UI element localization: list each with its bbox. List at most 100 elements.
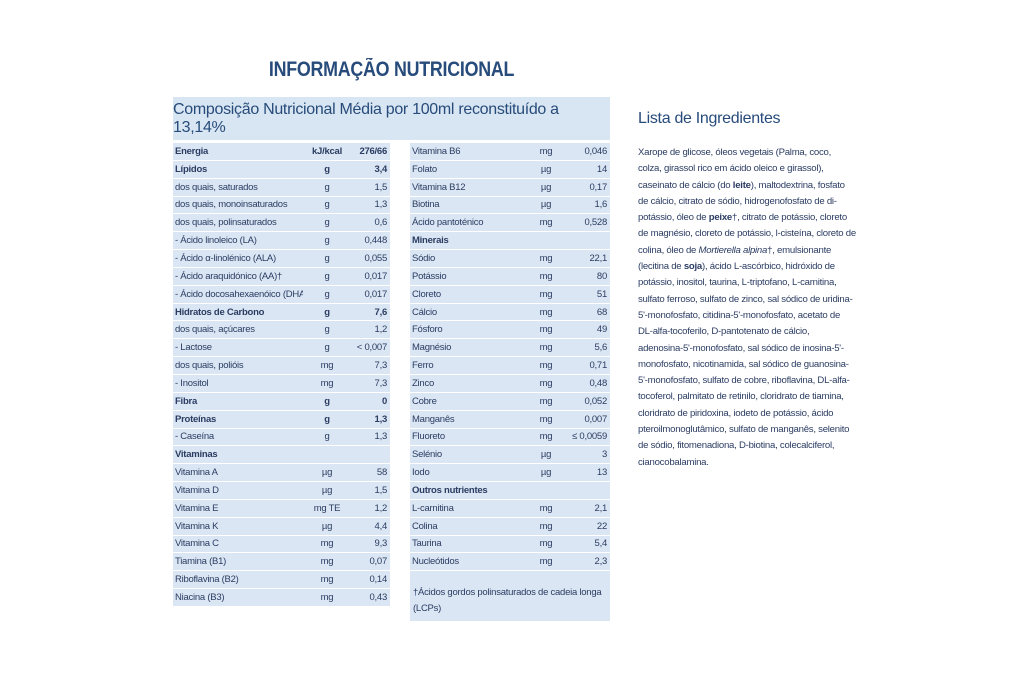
- unit: mg: [320, 538, 334, 550]
- value: 0,046: [584, 145, 607, 157]
- nutrient-name: Nucleótidos: [412, 556, 459, 568]
- table-row: Ácido pantoténico mg 0,528: [410, 214, 610, 233]
- table-row: - Ácido araquidónico (AA)† g 0,017: [173, 267, 390, 286]
- nutrient-name: Hidratos de Carbono: [175, 306, 265, 318]
- value: 0: [381, 395, 387, 407]
- nutrient-name: Taurina: [412, 538, 442, 550]
- value: 2,3: [594, 556, 608, 568]
- table-row: Energia kJ/kcal 276/66: [173, 143, 390, 161]
- value: 68: [596, 306, 607, 318]
- table-row: Proteínas g 1,3: [173, 410, 390, 429]
- nutrient-name: - Ácido α-linolénico (ALA): [175, 252, 276, 264]
- nutrient-name: Vitamina D: [175, 484, 219, 496]
- table-row: - Ácido linoleico (LA) g 0,448: [173, 232, 390, 251]
- unit: mg: [539, 145, 553, 157]
- table-row: Biotina µg 1,6: [410, 196, 610, 215]
- subtitle: Composição Nutricional Média por 100ml r…: [173, 97, 610, 140]
- unit: mg: [539, 288, 553, 300]
- table-row: Minerais: [410, 232, 610, 251]
- nutrient-name: dos quais, monoinsaturados: [175, 199, 288, 211]
- nutrient-name: Lípidos: [175, 163, 208, 175]
- table-row: Magnésio mg 5,6: [410, 339, 610, 358]
- table-row: dos quais, polióis mg 7,3: [173, 357, 390, 375]
- value: ≤ 0,0059: [572, 431, 607, 443]
- unit: mg: [539, 520, 553, 532]
- nutrient-name: Energia: [175, 145, 209, 157]
- value: 0,052: [584, 395, 607, 407]
- value: 22,1: [589, 252, 608, 264]
- nutrient-name: Tiamina (B1): [175, 556, 227, 568]
- unit: mg: [539, 270, 553, 282]
- nutrient-name: Magnésio: [412, 342, 452, 354]
- nutrient-name: dos quais, açúcares: [175, 324, 255, 336]
- nutrient-name: Cálcio: [412, 306, 437, 318]
- nutrient-name: Ferro: [412, 360, 434, 372]
- unit: g: [324, 306, 330, 318]
- unit: mg: [320, 592, 334, 604]
- nutrient-name: dos quais, polióis: [175, 360, 244, 372]
- unit: mg: [539, 502, 553, 514]
- nutrient-name: Vitamina A: [175, 467, 218, 479]
- unit: mg: [539, 324, 553, 336]
- nutrient-name: Vitamina B12: [412, 181, 466, 193]
- value: 5,4: [594, 538, 608, 550]
- nutrient-name: Colina: [412, 520, 438, 532]
- value: 1,3: [374, 199, 388, 211]
- ingredients-text: Xarope de glicose, óleos vegetais (Palma…: [638, 145, 856, 471]
- nutrient-name: - Ácido araquidónico (AA)†: [175, 270, 283, 282]
- table-row: Colina mg 22: [410, 517, 610, 536]
- unit: mg: [539, 252, 553, 264]
- table-row: Selénio µg 3: [410, 446, 610, 465]
- value: 80: [596, 270, 607, 282]
- table-row: Sódio mg 22,1: [410, 250, 610, 268]
- value: 0,017: [364, 270, 387, 282]
- species: Mortierella alpina: [698, 244, 768, 256]
- nutrient-name: Folato: [412, 163, 437, 175]
- value: 1,3: [374, 431, 388, 443]
- nutrient-name: Vitamina B6: [412, 145, 461, 157]
- unit: g: [324, 270, 330, 282]
- unit: g: [324, 163, 330, 175]
- table-row: dos quais, açúcares g 1,2: [173, 321, 390, 340]
- value: 0,07: [369, 556, 388, 568]
- nutrient-name: Fibra: [175, 395, 197, 407]
- table-row: Outros nutrientes: [410, 482, 610, 500]
- nutrient-name: Biotina: [412, 199, 440, 211]
- table-row: Potássio mg 80: [410, 267, 610, 286]
- table-row: Taurina mg 5,4: [410, 535, 610, 554]
- allergen: peixe: [708, 212, 733, 224]
- value: 0,14: [369, 574, 388, 586]
- value: 0,007: [584, 413, 607, 425]
- text: ), maltodextrina, fosfato de cálcio, cit…: [638, 179, 845, 224]
- nutrient-name: Vitamina K: [175, 520, 219, 532]
- table-row: Zinco mg 0,48: [410, 374, 610, 393]
- value: 13: [596, 467, 607, 479]
- value: 5,6: [594, 342, 608, 354]
- nutrient-name: Vitamina C: [175, 538, 219, 550]
- unit: mg: [320, 574, 334, 586]
- value: 58: [376, 467, 387, 479]
- value: 1,2: [374, 502, 388, 514]
- value: 0,528: [584, 217, 607, 229]
- table-row: Ferro mg 0,71: [410, 357, 610, 375]
- value: 1,6: [594, 199, 608, 211]
- nutrient-name: Selénio: [412, 449, 442, 461]
- nutrient-name: Iodo: [412, 467, 430, 479]
- unit: g: [324, 252, 330, 264]
- unit: g: [324, 288, 330, 300]
- unit: µg: [321, 484, 333, 496]
- value: 3,4: [374, 163, 388, 175]
- nutrient-name: - Ácido docosahexaenóico (DHA)†: [175, 288, 303, 300]
- table-row: Vitamina B6 mg 0,046: [410, 143, 610, 161]
- allergen: leite: [732, 179, 751, 191]
- unit: g: [324, 181, 330, 193]
- table-row: Fósforo mg 49: [410, 321, 610, 340]
- unit: µg: [540, 467, 552, 479]
- nutrient-name: Potássio: [412, 270, 447, 282]
- value: 9,3: [374, 538, 388, 550]
- table-row: - Ácido docosahexaenóico (DHA)† g 0,017: [173, 285, 390, 304]
- value: 0,43: [369, 592, 388, 604]
- table-row: - Caseína g 1,3: [173, 428, 390, 447]
- unit: mg: [539, 413, 553, 425]
